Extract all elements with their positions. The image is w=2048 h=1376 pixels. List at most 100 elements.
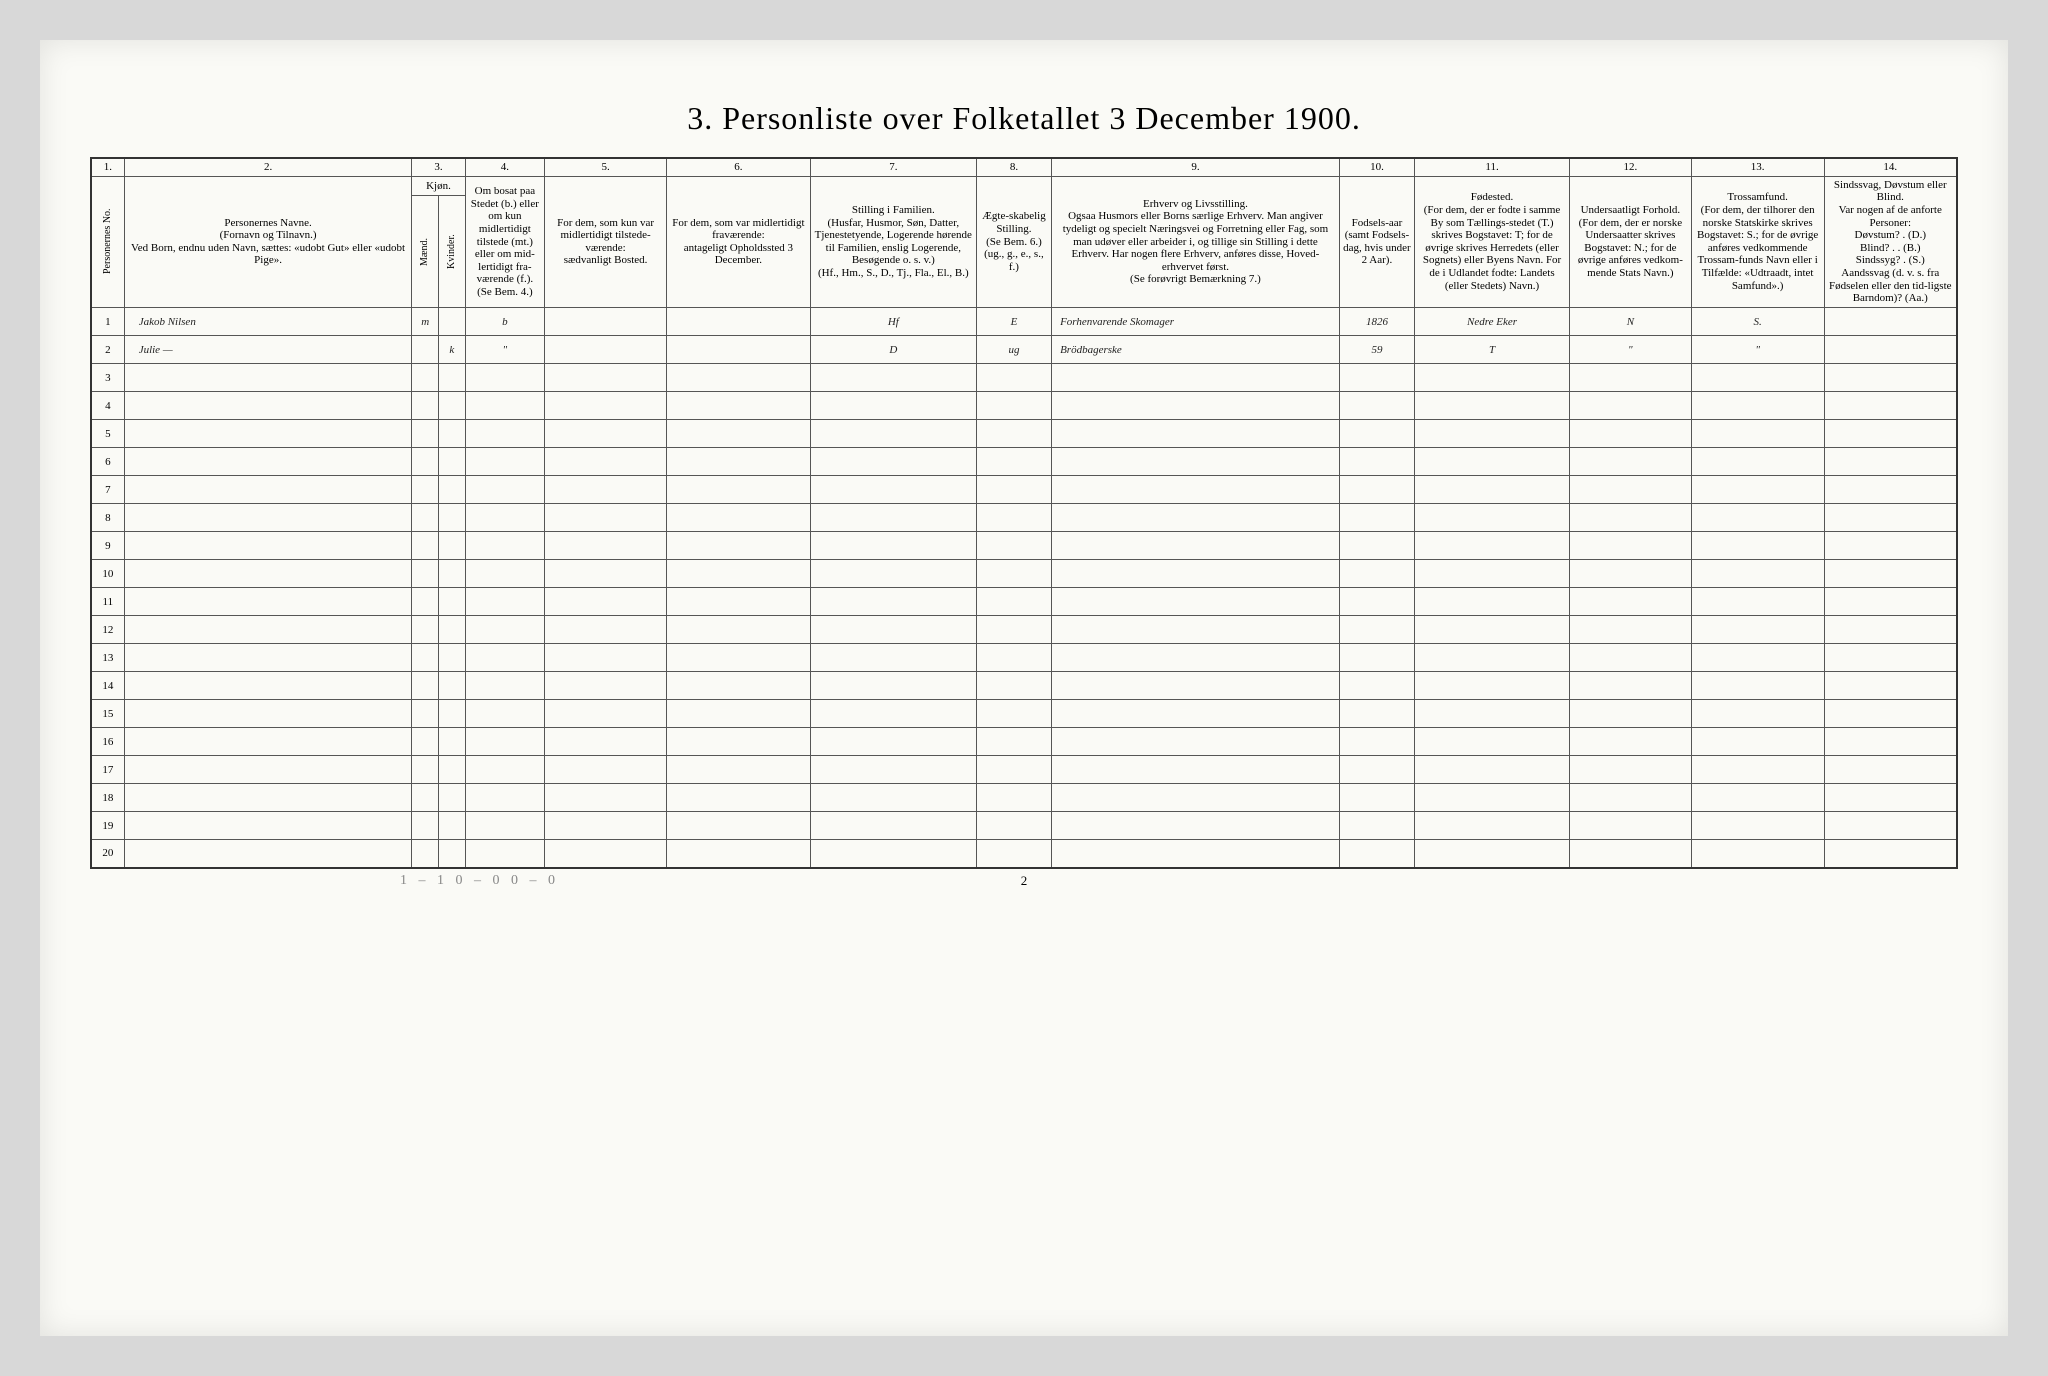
- col-num: 9.: [1052, 158, 1340, 176]
- table-row: 11: [91, 588, 1957, 616]
- table-row: 6: [91, 448, 1957, 476]
- empty-cell: [124, 840, 412, 868]
- empty-cell: [412, 560, 439, 588]
- col3-group-header: Kjøn.: [412, 176, 465, 196]
- empty-cell: [1052, 504, 1340, 532]
- empty-cell: [976, 504, 1051, 532]
- empty-cell: [1691, 616, 1824, 644]
- empty-cell: [1415, 840, 1570, 868]
- page-number: 2: [90, 873, 1958, 889]
- empty-cell: [976, 840, 1051, 868]
- row-num: 14: [91, 672, 124, 700]
- empty-cell: [465, 644, 545, 672]
- table-row: 15: [91, 700, 1957, 728]
- cell-family-pos: D: [810, 336, 976, 364]
- empty-cell: [438, 588, 465, 616]
- empty-cell: [1415, 588, 1570, 616]
- empty-cell: [412, 700, 439, 728]
- empty-cell: [810, 476, 976, 504]
- row-num: 3: [91, 364, 124, 392]
- col-num: 11.: [1415, 158, 1570, 176]
- empty-cell: [666, 532, 810, 560]
- col-num: 12.: [1570, 158, 1692, 176]
- empty-cell: [1570, 700, 1692, 728]
- empty-cell: [810, 560, 976, 588]
- empty-cell: [976, 700, 1051, 728]
- empty-cell: [412, 532, 439, 560]
- empty-cell: [545, 756, 667, 784]
- table-row: 1 Jakob Nilsen m b Hf E Forhenvarende Sk…: [91, 308, 1957, 336]
- empty-cell: [1570, 812, 1692, 840]
- empty-cell: [810, 588, 976, 616]
- empty-cell: [1691, 364, 1824, 392]
- empty-cell: [976, 728, 1051, 756]
- empty-cell: [1570, 588, 1692, 616]
- empty-cell: [412, 644, 439, 672]
- empty-cell: [465, 448, 545, 476]
- col3b-header: Kvinder.: [438, 196, 465, 308]
- cell-family-pos: Hf: [810, 308, 976, 336]
- table-row: 16: [91, 728, 1957, 756]
- empty-cell: [412, 364, 439, 392]
- empty-cell: [1415, 476, 1570, 504]
- empty-cell: [810, 364, 976, 392]
- empty-cell: [1339, 728, 1414, 756]
- empty-cell: [1339, 812, 1414, 840]
- empty-cell: [412, 756, 439, 784]
- empty-cell: [1052, 700, 1340, 728]
- empty-cell: [124, 616, 412, 644]
- empty-cell: [1570, 364, 1692, 392]
- empty-cell: [545, 448, 667, 476]
- empty-cell: [412, 616, 439, 644]
- empty-cell: [465, 476, 545, 504]
- empty-cell: [810, 700, 976, 728]
- empty-cell: [124, 784, 412, 812]
- empty-cell: [810, 784, 976, 812]
- row-num: 12: [91, 616, 124, 644]
- col-num: 3.: [412, 158, 465, 176]
- empty-cell: [438, 476, 465, 504]
- empty-cell: [1570, 756, 1692, 784]
- empty-cell: [1570, 728, 1692, 756]
- empty-cell: [810, 812, 976, 840]
- empty-cell: [1570, 672, 1692, 700]
- empty-cell: [124, 560, 412, 588]
- empty-cell: [976, 644, 1051, 672]
- cell-sex-k: [438, 308, 465, 336]
- empty-cell: [124, 700, 412, 728]
- empty-cell: [438, 448, 465, 476]
- empty-cell: [666, 756, 810, 784]
- row-num: 11: [91, 588, 124, 616]
- cell-birthplace: Nedre Eker: [1415, 308, 1570, 336]
- empty-cell: [545, 504, 667, 532]
- empty-cell: [465, 784, 545, 812]
- empty-cell: [465, 700, 545, 728]
- empty-cell: [1415, 812, 1570, 840]
- empty-cell: [666, 644, 810, 672]
- empty-cell: [1824, 448, 1957, 476]
- document-page: 3. Personliste over Folketallet 3 Decemb…: [40, 40, 2008, 1336]
- cell-sex-m: [412, 336, 439, 364]
- empty-cell: [1415, 700, 1570, 728]
- empty-cell: [465, 588, 545, 616]
- empty-cell: [1052, 644, 1340, 672]
- table-row: 20: [91, 840, 1957, 868]
- row-num: 5: [91, 420, 124, 448]
- table-row: 10: [91, 560, 1957, 588]
- cell-col14: [1824, 336, 1957, 364]
- empty-cell: [465, 420, 545, 448]
- empty-cell: [465, 616, 545, 644]
- empty-cell: [124, 448, 412, 476]
- empty-cell: [810, 448, 976, 476]
- empty-cell: [545, 728, 667, 756]
- table-row: 2 Julie — k " D ug Brödbagerske 59 T " ": [91, 336, 1957, 364]
- col9-header: Erhverv og Livsstilling. Ogsaa Husmors e…: [1052, 176, 1340, 307]
- empty-cell: [1824, 476, 1957, 504]
- empty-cell: [976, 756, 1051, 784]
- cell-name: Julie —: [124, 336, 412, 364]
- census-table: 1. 2. 3. 4. 5. 6. 7. 8. 9. 10. 11. 12. 1…: [90, 157, 1958, 869]
- empty-cell: [1824, 756, 1957, 784]
- empty-cell: [1052, 448, 1340, 476]
- cell-resident: b: [465, 308, 545, 336]
- empty-cell: [1824, 560, 1957, 588]
